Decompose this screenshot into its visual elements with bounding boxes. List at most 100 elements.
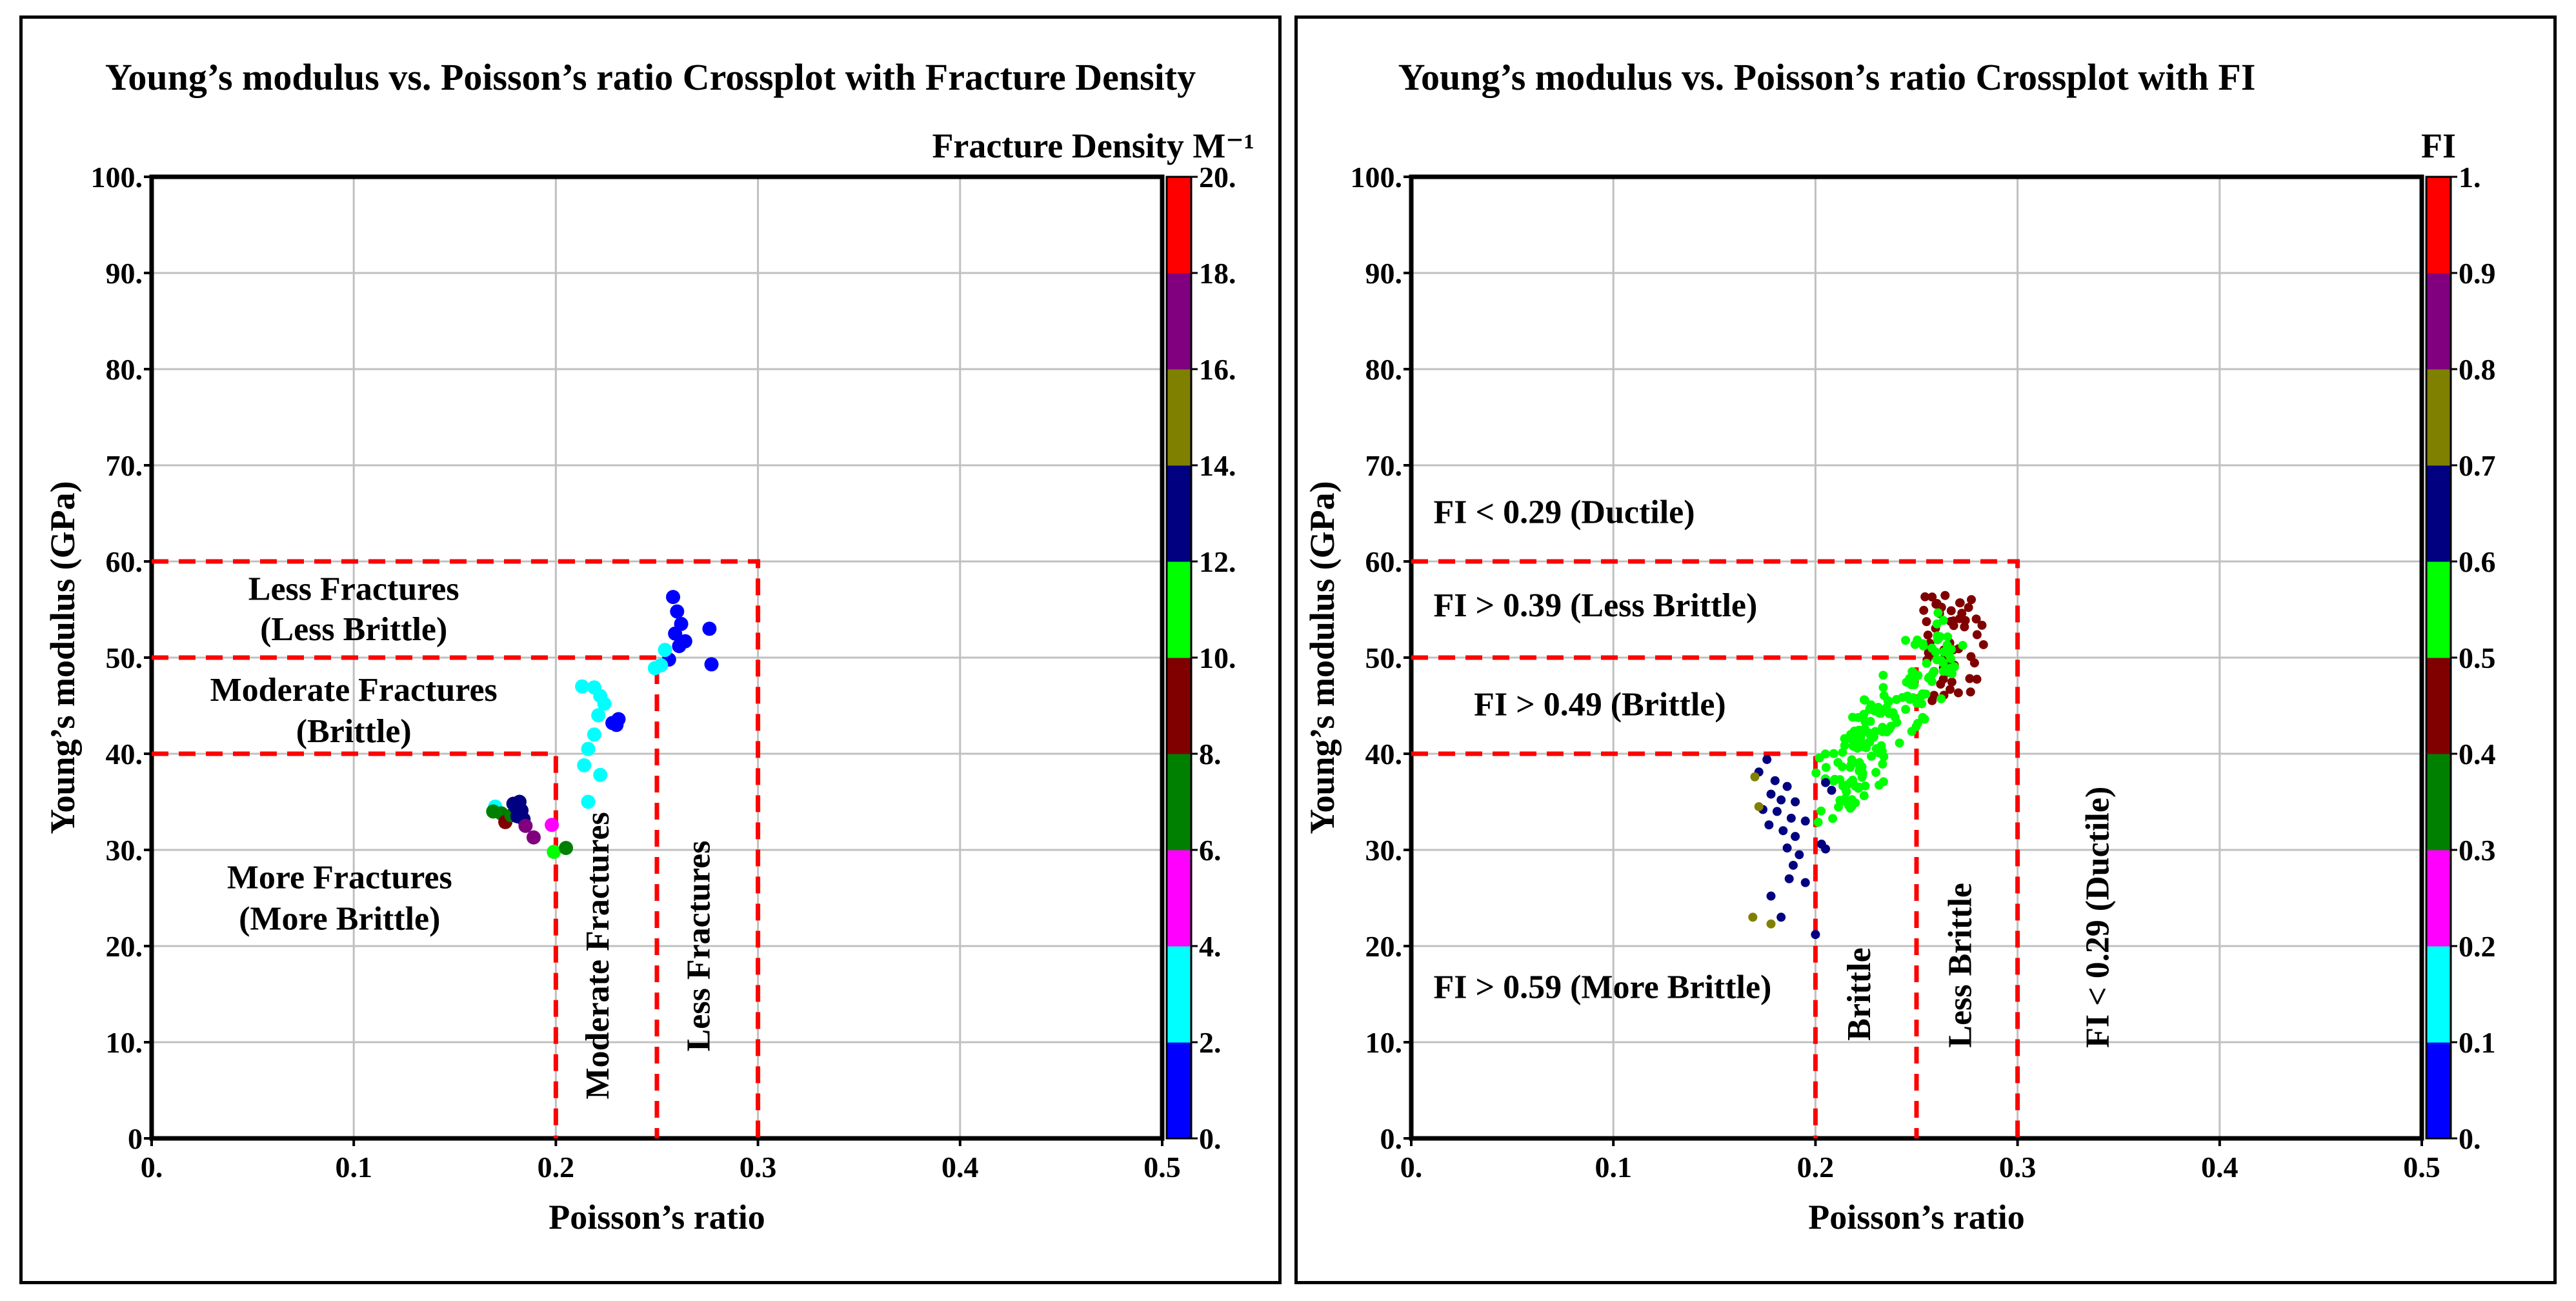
data-point [1965,674,1975,683]
x-tick-label: 0. [1400,1151,1423,1184]
data-point [1978,640,1988,649]
data-point [1891,694,1901,704]
data-point [1827,785,1836,795]
data-point [1901,705,1911,714]
y-tick-label: 10. [106,1026,143,1059]
data-point [1874,708,1884,718]
data-point [1882,727,1891,737]
y-tick-label: 30. [106,834,143,867]
annotation-label: FI < 0.29 (Ductile) [1433,494,1695,530]
data-point [1946,617,1955,627]
colorbar-tick-label: 0.9 [2459,257,2496,290]
x-tick-label: 0.1 [1595,1151,1632,1184]
colorbar-segment [1167,465,1191,562]
data-point [1848,741,1858,751]
x-axis-label: Poisson’s ratio [548,1198,765,1236]
x-tick-label: 0.1 [335,1151,372,1184]
data-point [1865,705,1875,714]
data-point [672,639,687,654]
y-tick-label: 10. [1365,1026,1403,1059]
annotation-label: Less Fractures [680,841,717,1052]
y-axis-label: Young’s modulus (GPa) [1303,481,1342,834]
colorbar-tick-label: 0. [2459,1122,2481,1155]
colorbar: 0. 2. 4. 6. 8. 10. 12. 14. 16. 18. 20. [1165,161,1236,1155]
data-point [1939,647,1949,656]
annotation-label: FI > 0.49 (Brittle) [1474,686,1726,723]
data-point [581,794,596,809]
y-tick-label: 0. [1380,1122,1403,1155]
data-point [1766,891,1776,901]
data-point [1977,620,1987,630]
colorbar-segment [2426,465,2451,562]
colorbar-segment [1167,850,1191,947]
boundary-line [1411,655,1919,1138]
data-point [1764,820,1774,830]
colorbar-segment [1167,946,1191,1043]
x-tick-label: 0.3 [1999,1151,2037,1184]
data-point [1955,598,1964,608]
data-point [1776,913,1786,922]
annotation-label: Brittle [1841,947,1878,1040]
data-point [1911,722,1921,732]
fi-crossplot: Young’s modulus vs. Poisson’s ratio Cros… [1303,56,2496,1236]
annotation-label: Moderate Fractures [579,812,616,1099]
data-point [1838,747,1847,757]
data-point [1946,654,1956,663]
data-point [1882,706,1891,716]
y-tick-label: 90. [106,257,143,290]
data-point [1921,689,1931,699]
data-point [1795,850,1804,860]
data-point [1834,802,1844,812]
data-point [1938,616,1948,625]
data-point [1923,630,1933,640]
data-points [486,590,719,859]
data-point [559,841,574,856]
data-point [1909,680,1919,690]
data-point [1840,740,1849,750]
data-point [1828,814,1838,823]
annotation-label: Moderate Fractures [210,672,498,709]
colorbar-segment [1167,273,1191,370]
data-point [1946,606,1956,616]
y-tick-label: 20. [106,930,143,963]
colorbar-segment [2426,1042,2451,1139]
data-point [1919,605,1929,615]
data-point [575,679,590,694]
data-point [518,818,533,833]
colorbar-segment [1167,177,1191,274]
data-point [1958,641,1967,650]
data-point [666,590,681,605]
y-tick-label: 50. [1365,641,1403,674]
y-tick-label: 80. [106,353,143,386]
data-point [1811,930,1820,940]
y-tick-label: 100. [91,161,143,194]
data-point [704,657,719,672]
data-point [1878,671,1888,680]
data-point [1835,775,1845,785]
data-point [1912,698,1922,708]
data-point [1895,738,1904,748]
x-tick-label: 0.3 [740,1151,777,1184]
colorbar-tick-label: 4. [1199,930,1222,963]
data-point [1816,806,1826,816]
colorbar-tick-label: 16. [1199,353,1236,386]
data-point [1969,658,1979,668]
annotation-label: (Less Brittle) [260,611,447,648]
colorbar-title: FI [2421,126,2456,165]
data-point [1859,791,1869,801]
data-point [1813,818,1823,827]
colorbar-segment [2426,658,2451,754]
data-point [1871,767,1881,777]
data-point [1791,797,1800,807]
x-tick-label: 0. [141,1151,163,1184]
data-point [668,626,683,641]
annotation-label: (More Brittle) [239,901,440,938]
data-point [1913,635,1922,645]
data-point [1920,714,1929,724]
data-point [1754,802,1764,811]
data-point [1766,789,1776,799]
data-point [577,758,592,772]
data-point [1786,813,1796,823]
data-point [1867,751,1876,761]
colorbar-tick-label: 20. [1199,161,1236,194]
